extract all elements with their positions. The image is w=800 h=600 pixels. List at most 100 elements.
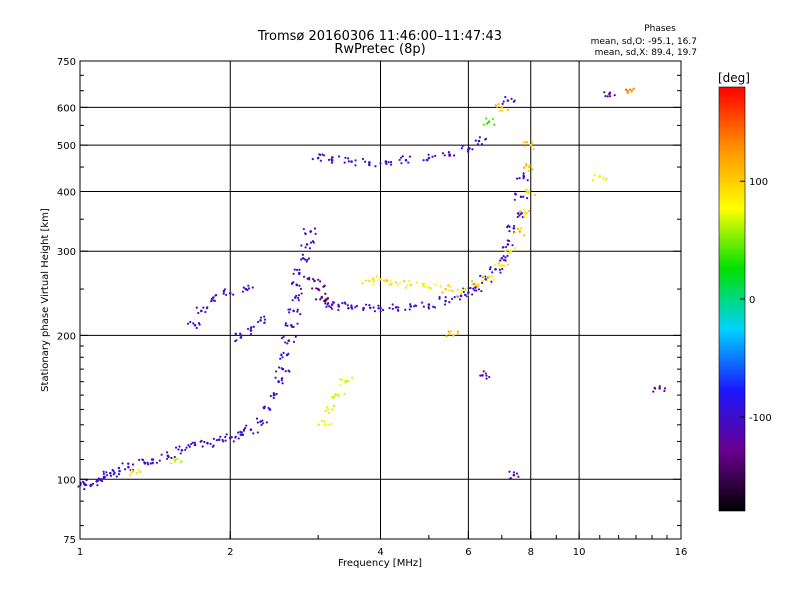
data-point-trace — [502, 246, 505, 249]
data-point-trace — [630, 90, 633, 93]
data-point-trace — [528, 209, 531, 213]
data-point — [427, 286, 431, 289]
data-point-trace — [275, 392, 278, 396]
data-point-trace — [311, 240, 314, 243]
data-point-trace — [212, 444, 215, 447]
data-point-trace — [232, 293, 235, 296]
data-point-trace — [461, 144, 464, 148]
data-point-trace — [281, 377, 284, 380]
data-point-trace — [490, 280, 493, 283]
data-point — [379, 306, 382, 310]
data-point-trace — [498, 264, 502, 267]
data-point-trace — [260, 423, 263, 427]
data-point — [200, 309, 203, 313]
data-point-trace — [448, 289, 451, 292]
data-point-trace — [291, 299, 294, 302]
data-point-trace — [315, 287, 318, 290]
data-point-trace — [300, 292, 303, 295]
data-point-trace — [292, 340, 296, 343]
data-point-trace — [83, 488, 86, 491]
y-tick-label: 75 — [63, 535, 76, 546]
data-point-trace — [280, 354, 283, 357]
data-point-trace — [185, 446, 188, 449]
data-point-trace — [333, 395, 336, 398]
data-point-trace — [184, 448, 187, 452]
data-point-trace — [85, 483, 88, 487]
data-point-trace — [447, 330, 450, 333]
data-point-trace — [221, 438, 224, 442]
data-point-trace — [320, 295, 323, 298]
data-point-trace — [364, 279, 367, 282]
data-point-trace — [251, 286, 254, 289]
colorbar-ticks: 100 0 -100 — [740, 177, 772, 424]
x-tick-label: 1 — [77, 547, 83, 558]
data-point-trace — [372, 279, 376, 282]
data-point-trace — [272, 396, 275, 400]
data-point-trace — [522, 166, 526, 169]
data-point-trace — [508, 225, 511, 228]
data-point-trace — [256, 431, 259, 434]
data-point-trace — [533, 193, 537, 197]
data-point — [127, 465, 130, 469]
data-point-trace — [517, 475, 520, 478]
data-point-trace — [324, 409, 327, 413]
data-point — [427, 156, 431, 160]
data-point-trace — [287, 308, 290, 311]
data-point-trace — [463, 293, 467, 296]
y-tick-label: 200 — [57, 331, 76, 342]
data-point-trace — [240, 431, 243, 434]
data-point-trace — [368, 164, 371, 167]
data-point-trace — [219, 435, 222, 438]
data-point-trace — [263, 406, 266, 410]
data-point-trace — [332, 301, 335, 304]
data-point-trace — [202, 306, 205, 309]
data-point-trace — [121, 462, 124, 465]
data-point-trace — [520, 212, 524, 215]
data-point-trace — [369, 306, 372, 310]
data-point-trace — [508, 477, 511, 481]
data-point-trace — [404, 286, 408, 289]
data-point-trace — [526, 196, 529, 200]
data-point-trace — [204, 310, 207, 314]
data-point-trace — [604, 95, 607, 98]
data-point-trace — [526, 179, 529, 182]
data-point-trace — [493, 263, 496, 266]
data-point-trace — [407, 161, 410, 164]
data-point-trace — [324, 302, 327, 305]
data-point-trace — [325, 298, 328, 301]
x-axis-label: Frequency [MHz] — [338, 558, 422, 569]
data-point — [459, 294, 463, 298]
data-point-trace — [471, 280, 474, 283]
data-point-trace — [146, 461, 149, 464]
data-point-trace — [308, 247, 312, 250]
data-point-trace — [210, 297, 213, 301]
data-point-trace — [263, 321, 266, 324]
data-point-trace — [330, 307, 334, 310]
data-point-trace — [143, 461, 146, 464]
data-point-trace — [297, 296, 300, 300]
data-point — [259, 319, 262, 322]
data-point-trace — [282, 335, 285, 338]
data-point-trace — [401, 155, 404, 158]
data-point-trace — [504, 95, 507, 99]
data-point-trace — [230, 435, 233, 439]
data-point-trace — [432, 305, 435, 308]
data-point-trace — [97, 479, 100, 482]
data-point-trace — [375, 275, 378, 278]
data-point-trace — [484, 372, 487, 375]
data-point-trace — [350, 304, 353, 307]
data-point-trace — [339, 378, 342, 381]
data-point-trace — [373, 310, 377, 313]
data-point-trace — [453, 296, 456, 299]
data-point-trace — [471, 148, 474, 151]
data-point-trace — [113, 471, 116, 474]
data-point-trace — [343, 161, 346, 164]
data-point-trace — [337, 303, 340, 306]
data-point-trace — [292, 272, 295, 275]
data-point-trace — [387, 161, 390, 164]
data-point-trace — [496, 105, 499, 108]
data-point-trace — [514, 193, 518, 196]
data-point-trace — [472, 287, 475, 290]
data-point-trace — [481, 275, 484, 278]
data-point-trace — [195, 326, 198, 330]
